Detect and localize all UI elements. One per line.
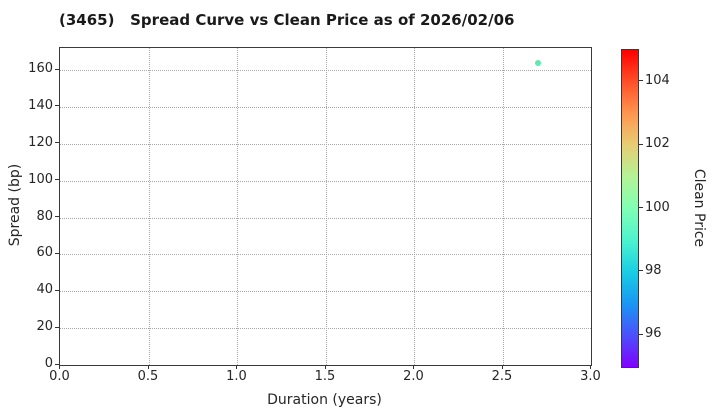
x-tick-mark bbox=[59, 365, 60, 369]
colorbar-tick-label: 100 bbox=[645, 199, 670, 215]
y-tick-mark bbox=[54, 326, 59, 328]
y-tick-mark bbox=[54, 68, 59, 70]
x-tick-mark bbox=[236, 365, 237, 369]
vertical-gridline bbox=[414, 48, 415, 365]
chart-title: (3465) Spread Curve vs Clean Price as of… bbox=[59, 11, 515, 29]
y-tick-label: 160 bbox=[28, 61, 53, 77]
colorbar-tick-mark bbox=[638, 80, 643, 82]
x-tick-mark bbox=[413, 365, 414, 369]
vertical-gridline bbox=[325, 48, 327, 365]
horizontal-gridline bbox=[60, 106, 591, 108]
horizontal-gridline bbox=[60, 254, 591, 256]
x-tick-label: 3.0 bbox=[580, 369, 601, 384]
x-tick-label: 1.5 bbox=[314, 369, 336, 384]
y-tick-label: 0 bbox=[44, 356, 53, 371]
y-tick-label: 120 bbox=[28, 134, 53, 150]
y-tick-mark bbox=[54, 363, 59, 365]
y-tick-label: 40 bbox=[36, 282, 53, 298]
x-tick-label: 0.0 bbox=[49, 369, 70, 384]
y-tick-label: 20 bbox=[36, 319, 53, 335]
y-tick-mark bbox=[54, 142, 59, 144]
horizontal-gridline bbox=[60, 70, 591, 72]
y-tick-mark bbox=[54, 179, 59, 181]
y-tick-label: 140 bbox=[28, 97, 53, 113]
data-point bbox=[534, 59, 541, 66]
colorbar-tick-mark bbox=[638, 270, 643, 272]
horizontal-gridline bbox=[60, 180, 591, 182]
x-tick-mark bbox=[501, 365, 503, 369]
colorbar-tick-mark bbox=[638, 207, 643, 208]
horizontal-gridline bbox=[60, 143, 591, 145]
plot-area bbox=[59, 47, 592, 366]
vertical-gridline bbox=[502, 48, 504, 365]
x-tick-mark bbox=[147, 365, 149, 369]
colorbar-tick-label: 102 bbox=[645, 136, 670, 152]
y-tick-mark bbox=[54, 289, 59, 291]
horizontal-gridline bbox=[60, 217, 591, 219]
y-tick-mark bbox=[54, 216, 59, 218]
colorbar-tick-mark bbox=[638, 333, 643, 335]
x-tick-label: 2.0 bbox=[403, 369, 424, 384]
x-tick-label: 0.5 bbox=[137, 369, 159, 384]
y-tick-label: 80 bbox=[36, 208, 53, 224]
x-tick-label: 1.0 bbox=[226, 369, 247, 384]
horizontal-gridline bbox=[60, 328, 591, 330]
x-axis-label: Duration (years) bbox=[267, 392, 382, 408]
x-tick-mark bbox=[590, 365, 591, 369]
horizontal-gridline bbox=[60, 291, 591, 293]
y-tick-label: 100 bbox=[28, 171, 53, 187]
x-tick-mark bbox=[324, 365, 326, 369]
vertical-gridline bbox=[237, 48, 238, 365]
colorbar-tick-label: 98 bbox=[645, 262, 662, 278]
y-tick-mark bbox=[54, 252, 59, 254]
colorbar-tick-label: 96 bbox=[645, 326, 662, 342]
colorbar-label: Clean Price bbox=[691, 168, 707, 248]
colorbar-tick-mark bbox=[638, 143, 643, 145]
colorbar bbox=[621, 49, 639, 368]
y-tick-mark bbox=[54, 105, 59, 107]
x-tick-label: 2.5 bbox=[491, 369, 513, 384]
colorbar-tick-label: 104 bbox=[645, 72, 670, 88]
vertical-gridline bbox=[148, 48, 150, 365]
y-tick-label: 60 bbox=[36, 245, 53, 261]
